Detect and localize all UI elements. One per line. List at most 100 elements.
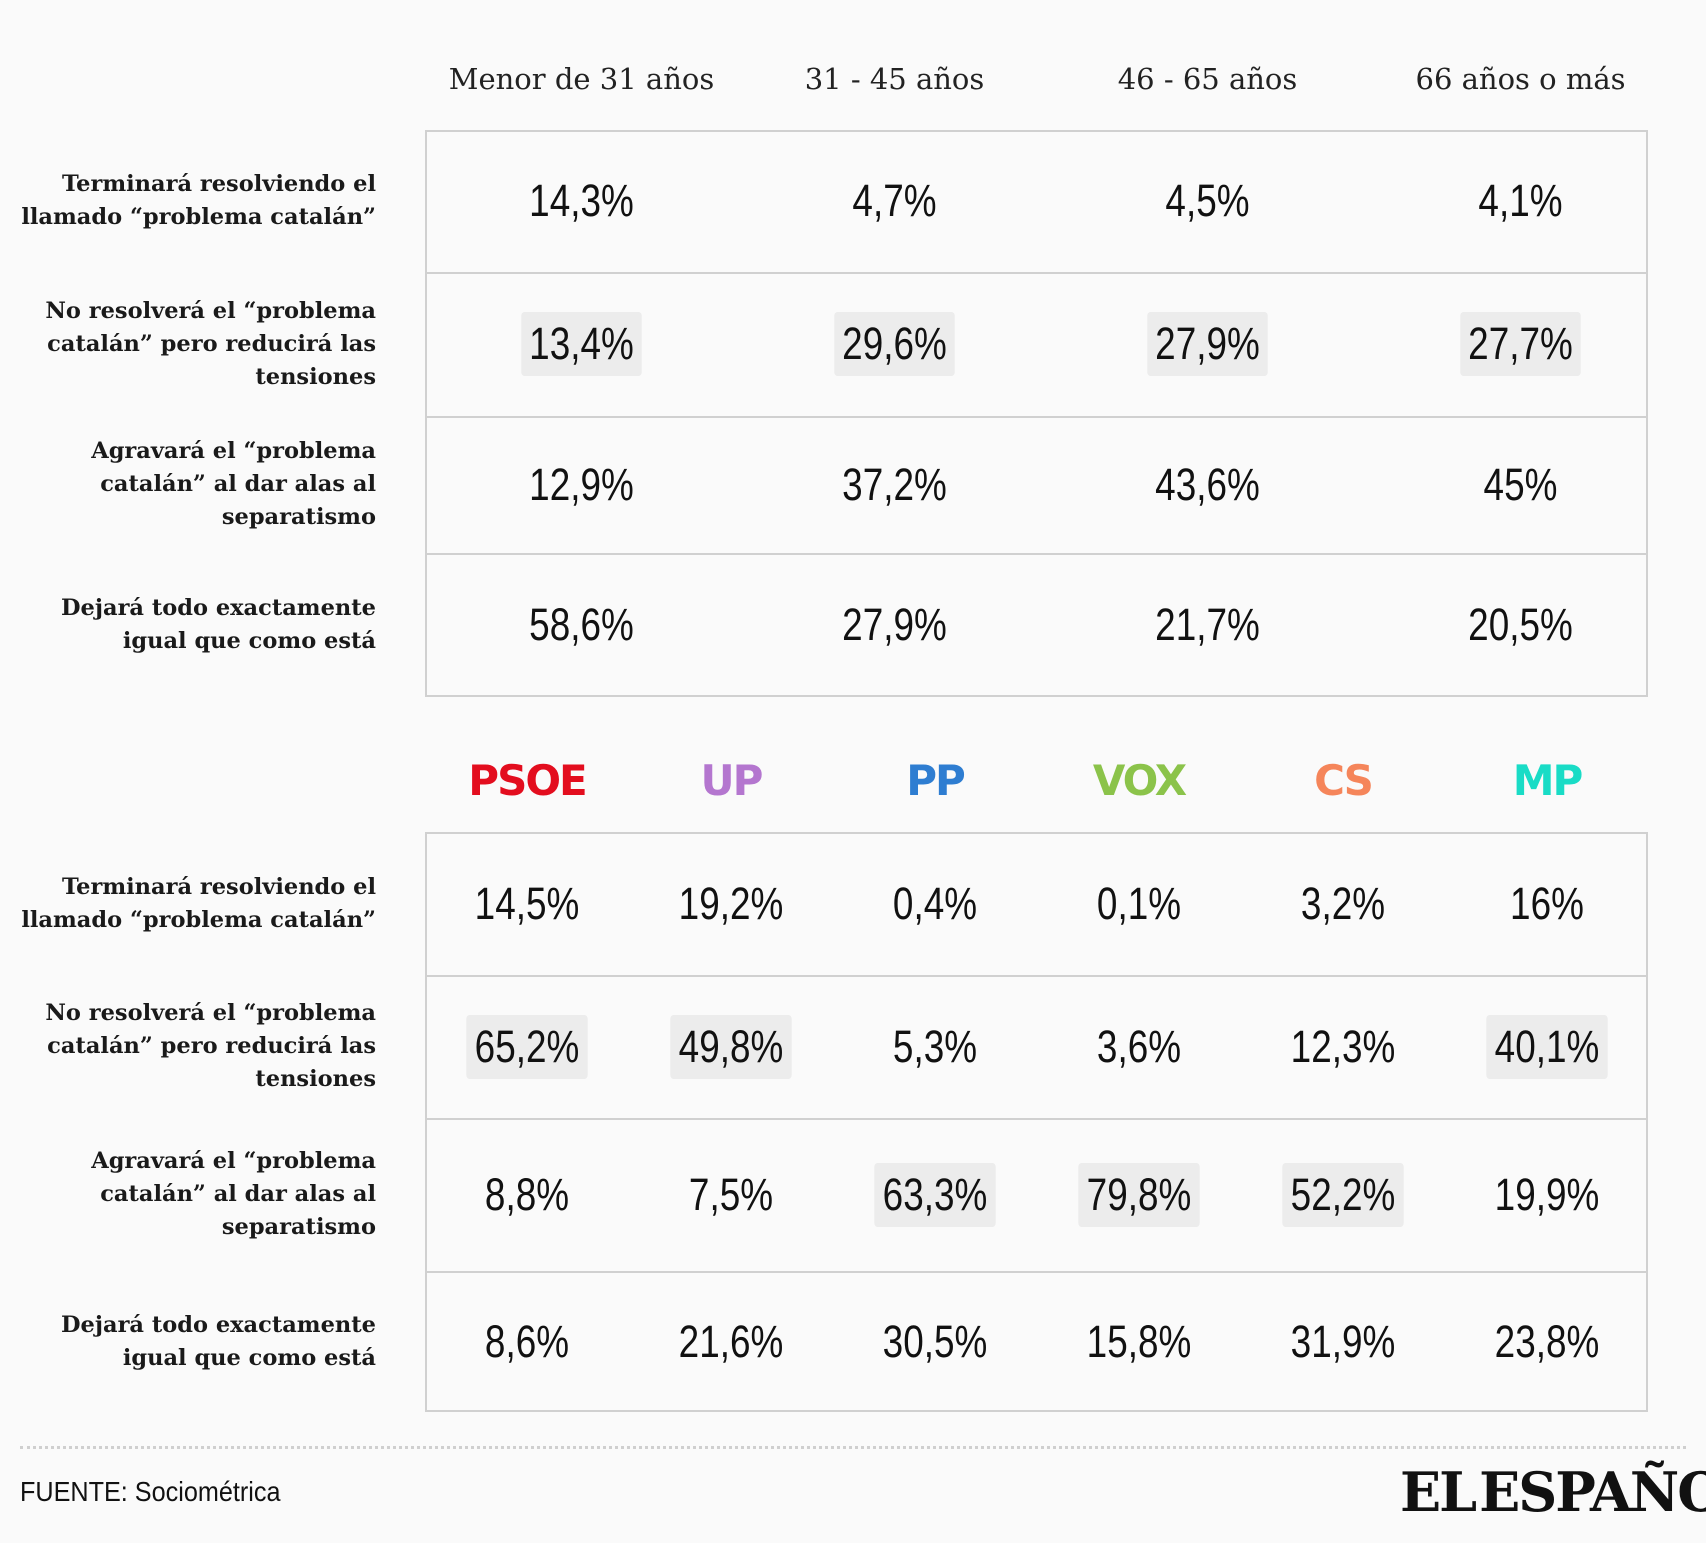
party-header-1: UP [700,756,764,805]
cell-value: 27,9% [842,599,947,650]
cell-value: 13,4% [520,312,643,376]
cell-value: 45% [1483,458,1558,510]
data-cell: 12,9% [453,416,710,553]
row-label: Dejará todo exactamente igual que como e… [61,1311,376,1371]
el-espanol-logo: EL ESPAÑOL [1400,1460,1706,1524]
data-cell: 14,5% [443,832,610,975]
data-cell: 31,9% [1259,1271,1426,1412]
cell-value: 63,3% [874,1162,996,1227]
cell-value: 58,6% [529,599,634,650]
cell-value: 40,1% [1486,1014,1608,1079]
cell-value: 20,5% [1468,599,1573,650]
data-cell: 27,9% [1079,272,1336,416]
data-cell: 27,9% [766,553,1023,697]
cell-value: 0,1% [1096,877,1182,929]
cell-value: 12,3% [1290,1020,1396,1072]
data-cell: 19,9% [1463,1118,1630,1271]
data-cell: 4,5% [1079,130,1336,272]
row-label: Agravará el “problema catalán” al dar al… [91,1148,376,1240]
data-cell: 8,8% [443,1118,610,1271]
row-separator [425,272,1648,274]
data-cell: 30,5% [851,1271,1018,1412]
data-cell: 20,5% [1392,553,1649,697]
cell-value: 15,8% [1086,1315,1192,1367]
row-separator [425,975,1648,977]
cell-value: 4,5% [1165,175,1250,226]
row-label: Terminará resolviendo el llamado “proble… [21,171,376,230]
data-cell: 65,2% [443,975,610,1118]
source-note: FUENTE: Sociométrica [20,1476,281,1507]
cell-value: 65,2% [466,1014,588,1079]
cell-value: 8,6% [484,1315,570,1367]
cell-value: 4,7% [852,175,937,226]
row-label: Agravará el “problema catalán” al dar al… [91,438,376,530]
row-separator [425,1271,1648,1273]
cell-value: 21,6% [678,1315,784,1367]
data-cell: 63,3% [851,1118,1018,1271]
cell-value: 7,5% [688,1168,774,1220]
data-cell: 19,2% [647,832,814,975]
data-cell: 40,1% [1463,975,1630,1118]
cell-value: 21,7% [1155,599,1260,650]
column-header-0: Menor de 31 años [448,62,715,96]
cell-value: 3,2% [1300,877,1386,929]
cell-value: 37,2% [842,458,947,510]
row-separator [425,1118,1648,1120]
cell-value: 16% [1510,877,1584,929]
data-cell: 16% [1463,832,1630,975]
cell-value: 49,8% [670,1014,792,1079]
row-separator [425,416,1648,418]
footer-divider [20,1446,1686,1449]
cell-value: 43,6% [1155,458,1260,510]
column-header-3: 66 años o más [1415,62,1626,96]
data-cell: 13,4% [453,272,710,416]
row-label: Terminará resolviendo el llamado “proble… [21,873,376,933]
party-header-5: MP [1512,756,1584,805]
data-cell: 14,3% [453,130,710,272]
cell-value: 14,5% [474,877,580,929]
data-cell: 27,7% [1392,272,1649,416]
cell-value: 3,6% [1096,1020,1182,1072]
cell-value: 31,9% [1290,1315,1396,1367]
cell-value: 27,9% [1146,312,1269,376]
cell-value: 8,8% [484,1168,570,1220]
row-label: No resolverá el “problema catalán” pero … [45,1000,376,1092]
row-separator [425,553,1648,555]
cell-value: 23,8% [1494,1315,1600,1367]
table-1 [425,130,1648,697]
cell-value: 12,9% [529,458,634,510]
data-cell: 0,4% [851,832,1018,975]
cell-value: 30,5% [882,1315,988,1367]
cell-value: 0,4% [892,877,978,929]
data-cell: 4,1% [1392,130,1649,272]
party-header-2: PP [906,756,966,805]
column-header-2: 46 - 65 años [1117,62,1298,96]
data-cell: 4,7% [766,130,1023,272]
data-cell: 52,2% [1259,1118,1426,1271]
logo-text-left: EL [1400,1460,1477,1524]
data-cell: 29,6% [766,272,1023,416]
data-cell: 8,6% [443,1271,610,1412]
data-cell: 23,8% [1463,1271,1630,1412]
table-2 [425,832,1648,1412]
row-label: No resolverá el “problema catalán” pero … [45,297,376,390]
data-cell: 58,6% [453,553,710,697]
data-cell: 15,8% [1055,1271,1222,1412]
data-cell: 3,6% [1055,975,1222,1118]
data-cell: 3,2% [1259,832,1426,975]
cell-value: 4,1% [1478,175,1563,226]
cell-value: 27,7% [1459,312,1582,376]
row-label: Dejará todo exactamente igual que como e… [61,595,376,654]
data-cell: 37,2% [766,416,1023,553]
data-cell: 7,5% [647,1118,814,1271]
data-cell: 12,3% [1259,975,1426,1118]
data-cell: 49,8% [647,975,814,1118]
party-header-4: CS [1314,756,1374,805]
data-cell: 79,8% [1055,1118,1222,1271]
data-cell: 21,6% [647,1271,814,1412]
data-cell: 43,6% [1079,416,1336,553]
cell-value: 19,9% [1494,1168,1600,1220]
cell-value: 19,2% [678,877,784,929]
cell-value: 52,2% [1282,1162,1404,1227]
cell-value: 79,8% [1078,1162,1200,1227]
